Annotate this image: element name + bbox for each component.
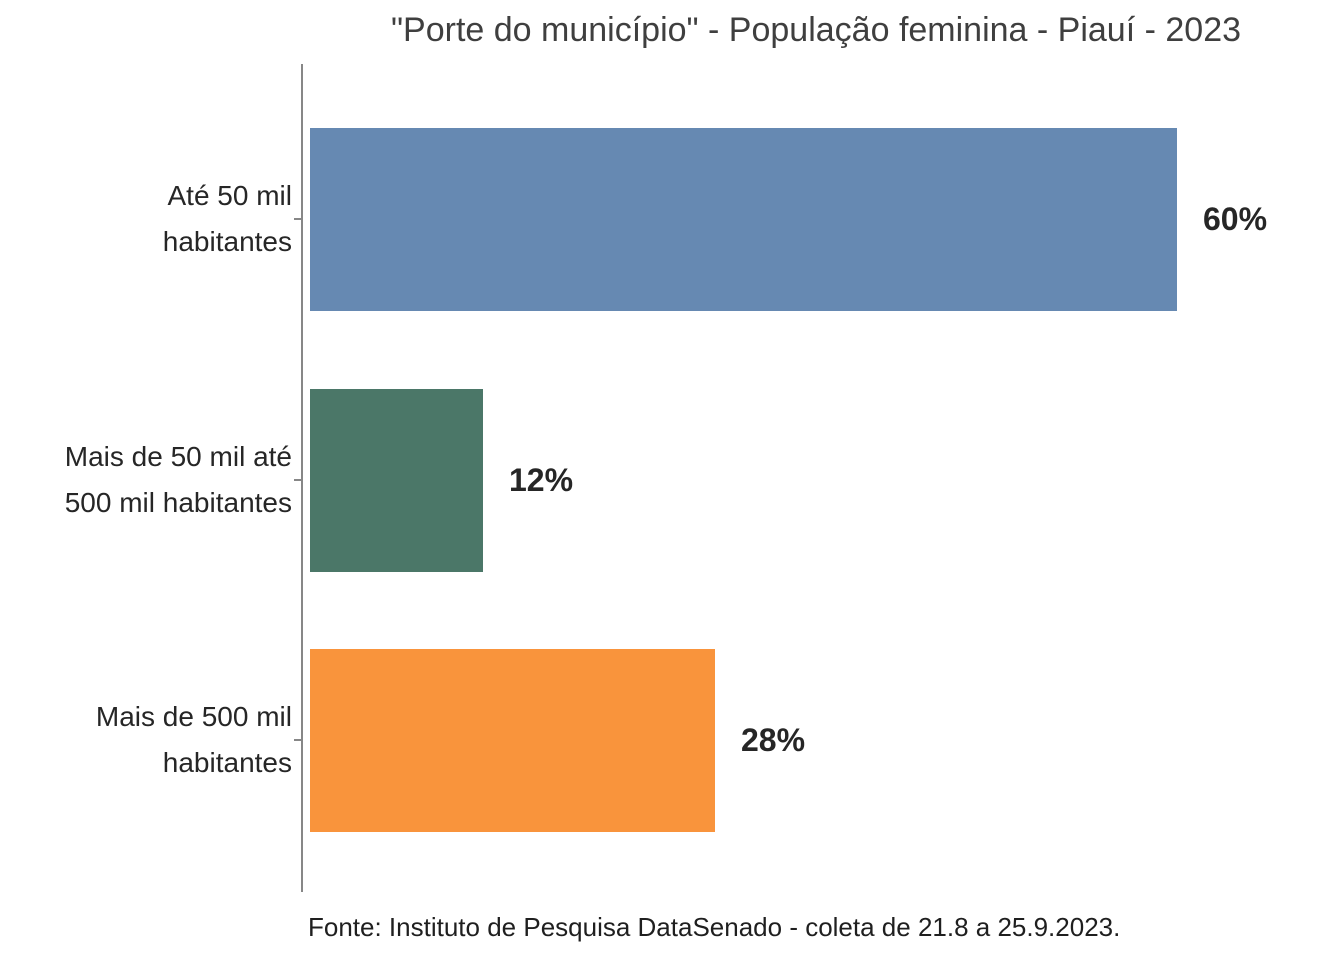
value-label: 12% — [509, 462, 574, 498]
value-label: 60% — [1203, 201, 1268, 237]
chart-title: "Porte do município" - População feminin… — [390, 11, 1242, 49]
bar-ate-50-mil — [310, 128, 1177, 311]
category-label-mais-de-50-mil-ate-500-mil: Mais de 50 mil até 500 mil habitantes — [64, 441, 292, 518]
bar-mais-de-500-mil — [310, 649, 715, 832]
bar-row: 28% — [310, 649, 805, 832]
y-axis-tick — [294, 739, 302, 741]
bar-row: 12% — [310, 389, 573, 572]
y-axis-line — [301, 64, 303, 892]
value-label: 28% — [741, 722, 806, 758]
bar-row: 60% — [310, 128, 1267, 311]
y-axis-tick — [294, 479, 302, 481]
y-axis-tick — [294, 218, 302, 220]
category-label-mais-de-500-mil: Mais de 500 mil habitantes — [95, 701, 292, 778]
source-note: Fonte: Instituto de Pesquisa DataSenado … — [308, 912, 1121, 942]
category-label-ate-50-mil: Até 50 mil habitantes — [162, 180, 292, 257]
bar-mais-de-50-mil-ate-500-mil — [310, 389, 483, 572]
